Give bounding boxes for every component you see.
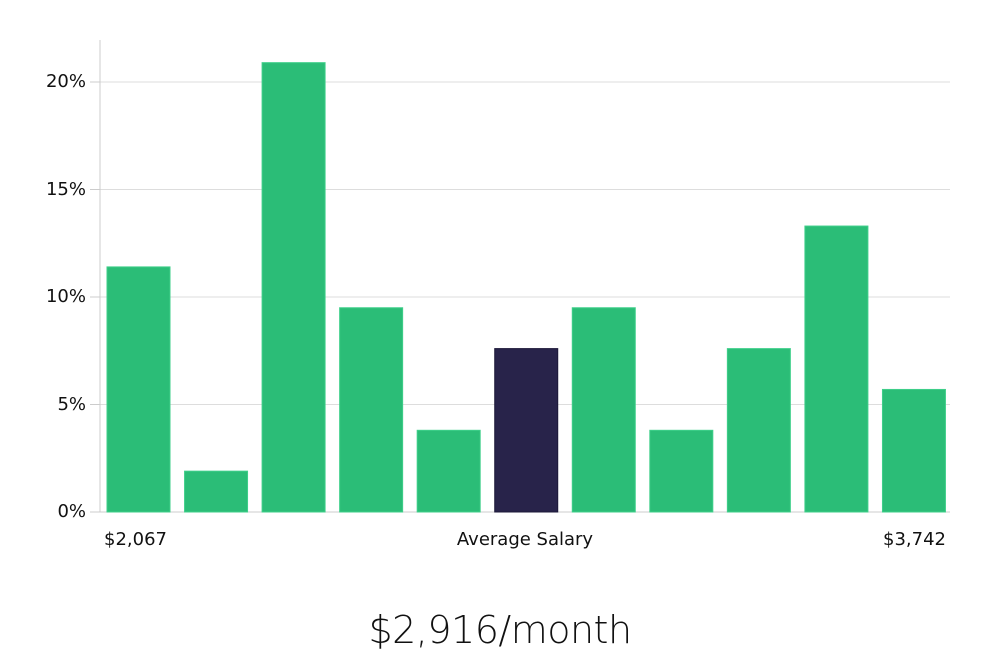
average-salary-value: $2,916/month [368, 608, 632, 652]
bar [339, 307, 404, 513]
y-tick-label: 10% [45, 286, 86, 307]
y-tick-label: 5% [57, 393, 86, 415]
bar [106, 266, 171, 513]
y-tick-label: 20% [45, 71, 86, 92]
y-tick-label: 15% [45, 178, 86, 200]
x-min-label: $2,067 [104, 529, 167, 550]
bar [571, 307, 636, 513]
bar [804, 225, 869, 513]
bar [726, 348, 791, 513]
bar [416, 429, 481, 513]
x-axis-title: Average Salary [456, 529, 594, 550]
bar [184, 470, 249, 513]
bar [649, 429, 714, 513]
x-max-label: $3,742 [883, 529, 946, 550]
bar-highlighted [494, 348, 559, 513]
bar [261, 62, 326, 513]
y-tick-label: 0% [57, 501, 86, 522]
bar [881, 388, 946, 513]
salary-histogram [90, 40, 950, 513]
